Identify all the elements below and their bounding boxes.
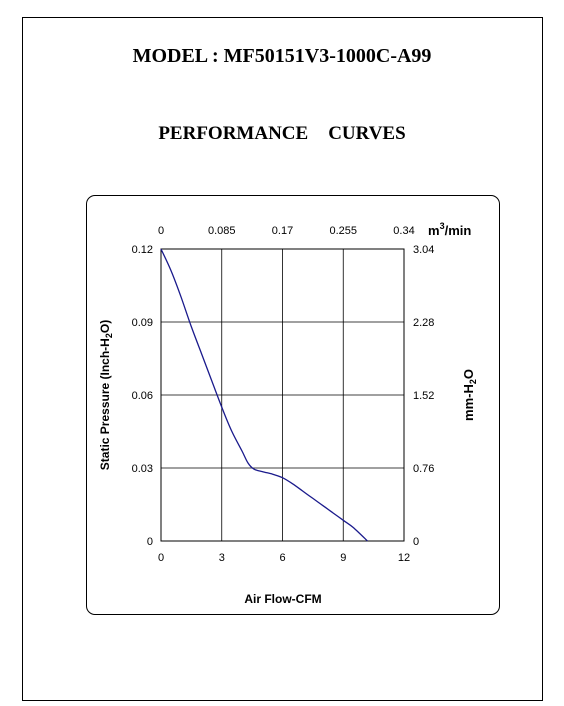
chart-panel bbox=[86, 195, 500, 615]
x2-tick-label: 0.17 bbox=[272, 225, 293, 237]
y-tick-label: 0.09 bbox=[132, 317, 153, 329]
x-axis-label: Air Flow-CFM bbox=[244, 592, 321, 606]
y2-label-sub: 2 bbox=[468, 379, 478, 384]
y-tick-label: 0.03 bbox=[132, 463, 153, 475]
y2-axis-label: mm-H2O bbox=[461, 369, 478, 421]
x2-axis-unit: m3/min bbox=[428, 221, 471, 238]
model-title: MODEL : MF50151V3-1000C-A99 bbox=[132, 45, 432, 67]
y-label-part1: Static Pressure (Inch-H bbox=[98, 338, 112, 470]
chart-grid bbox=[160, 248, 405, 542]
y-label-sub: 2 bbox=[104, 333, 114, 338]
subtitle-left: PERFORMANCE bbox=[158, 123, 309, 144]
x-tick-label: 9 bbox=[340, 552, 346, 564]
pq-curve-line bbox=[160, 248, 368, 542]
x2-tick-label: 0.085 bbox=[208, 225, 236, 237]
y2-tick-label: 3.04 bbox=[413, 244, 434, 256]
x2-tick-label: 0 bbox=[158, 225, 164, 237]
y-label-part2: O) bbox=[98, 320, 112, 333]
y-tick-label: 0.12 bbox=[132, 244, 153, 256]
x2-tick-label: 0.255 bbox=[329, 225, 357, 237]
y2-tick-label: 2.28 bbox=[413, 317, 434, 329]
x2-tick-label: 0.34 bbox=[393, 225, 414, 237]
x2-unit-base: m bbox=[428, 223, 440, 238]
x-tick-label: 12 bbox=[398, 552, 410, 564]
performance-curves-title: PERFORMANCE CURVES bbox=[0, 123, 564, 145]
x-tick-label: 6 bbox=[279, 552, 285, 564]
subtitle-right: CURVES bbox=[328, 123, 406, 144]
y2-tick-label: 0 bbox=[413, 536, 419, 548]
y2-tick-label: 1.52 bbox=[413, 390, 434, 402]
x-tick-label: 3 bbox=[219, 552, 225, 564]
y-tick-label: 0 bbox=[147, 536, 153, 548]
y2-label-part1: mm-H bbox=[461, 384, 476, 421]
y2-label-part2: O bbox=[461, 369, 476, 379]
x2-unit-sup: 3 bbox=[440, 221, 445, 231]
y2-tick-label: 0.76 bbox=[413, 463, 434, 475]
x2-unit-rest: /min bbox=[445, 223, 472, 238]
x-tick-label: 0 bbox=[158, 552, 164, 564]
curve-layer bbox=[160, 248, 368, 542]
y-tick-label: 0.06 bbox=[132, 390, 153, 402]
y-axis-label: Static Pressure (Inch-H2O) bbox=[98, 320, 114, 470]
